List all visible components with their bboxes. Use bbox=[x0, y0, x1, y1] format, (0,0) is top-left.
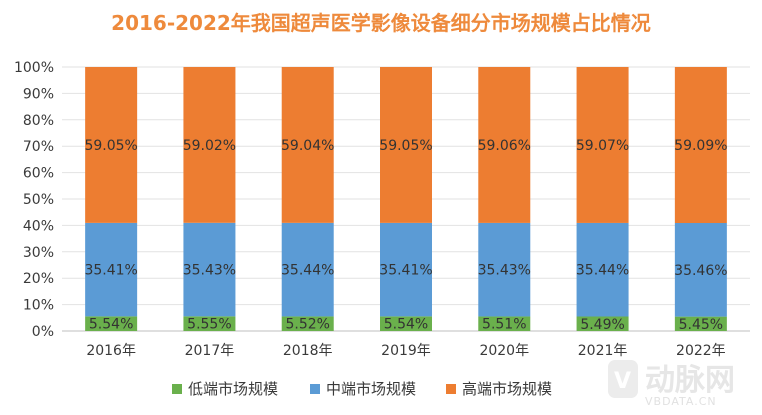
data-label: 5.51% bbox=[482, 317, 526, 333]
legend-label: 低端市场规模 bbox=[188, 380, 278, 398]
y-tick-label: 40% bbox=[23, 218, 54, 234]
y-tick-label: 30% bbox=[23, 245, 54, 261]
y-tick-label: 20% bbox=[23, 271, 54, 287]
y-axis: 0% 10% 20% 30% 40% 50% 60% 70% 80% 90% 100% bbox=[14, 60, 54, 340]
bar-segment bbox=[183, 67, 236, 223]
legend-label: 高端市场规模 bbox=[462, 380, 552, 398]
y-tick-label: 60% bbox=[23, 166, 54, 182]
data-label: 59.04% bbox=[281, 138, 334, 154]
bar-segment bbox=[576, 67, 629, 223]
data-label: 5.45% bbox=[679, 317, 723, 333]
data-label: 35.43% bbox=[478, 263, 531, 279]
bar-segment bbox=[674, 316, 727, 331]
bar-segment bbox=[281, 222, 334, 317]
data-label: 59.05% bbox=[84, 138, 137, 154]
y-tick-label: 70% bbox=[23, 139, 54, 155]
bar-segment bbox=[85, 67, 138, 223]
y-tick-label: 10% bbox=[23, 298, 54, 314]
watermark-logo-glyph: V bbox=[614, 369, 631, 394]
legend-label: 中端市场规模 bbox=[326, 380, 416, 398]
data-label: 59.07% bbox=[576, 138, 629, 154]
x-tick-label: 2019年 bbox=[381, 343, 431, 359]
data-label: 35.41% bbox=[379, 263, 432, 279]
x-tick-label: 2021年 bbox=[578, 343, 628, 359]
x-tick-label: 2022年 bbox=[676, 343, 726, 359]
data-label: 5.54% bbox=[384, 317, 428, 333]
data-label: 5.55% bbox=[187, 317, 231, 333]
x-axis: 2016年 2017年 2018年 2019年 2020年 2021年 2022年 bbox=[86, 343, 725, 359]
legend: 低端市场规模 中端市场规模 高端市场规模 bbox=[172, 380, 552, 398]
data-label: 59.06% bbox=[478, 138, 531, 154]
data-label: 5.49% bbox=[580, 317, 624, 333]
bar-segment bbox=[478, 316, 531, 331]
bars: 5.54% 35.41% 59.05% 5.55% 35.43% 59.02% 5.52% 3… bbox=[84, 67, 728, 333]
bar-segment bbox=[478, 222, 531, 317]
bar-segment bbox=[380, 67, 432, 223]
legend-swatch bbox=[310, 384, 320, 394]
bar-segment bbox=[85, 316, 138, 331]
bar-segment bbox=[85, 222, 138, 317]
bar-segment bbox=[674, 222, 727, 317]
bar-segment bbox=[576, 316, 629, 331]
y-tick-label: 100% bbox=[14, 60, 54, 76]
x-tick-label: 2020年 bbox=[479, 343, 529, 359]
bar-segment bbox=[674, 67, 727, 223]
data-label: 59.05% bbox=[379, 138, 432, 154]
x-tick-label: 2017年 bbox=[185, 343, 235, 359]
y-tick-label: 90% bbox=[23, 86, 54, 102]
y-tick-label: 80% bbox=[23, 113, 54, 129]
watermark-subtext: VBDATA.CN bbox=[645, 395, 717, 408]
bar-segment bbox=[281, 316, 334, 331]
watermark-logo: V 动脉网 VBDATA.CN bbox=[608, 360, 735, 408]
data-label: 5.52% bbox=[285, 317, 329, 333]
chart-title: 2016-2022年我国超声医学影像设备细分市场规模占比情况 bbox=[111, 11, 651, 35]
legend-swatch bbox=[172, 384, 182, 394]
watermark-logo-icon bbox=[608, 360, 638, 398]
watermark-text: 动脉网 bbox=[645, 363, 735, 398]
bar-segment bbox=[380, 316, 432, 331]
bar-segment bbox=[183, 222, 236, 317]
x-tick-label: 2016年 bbox=[86, 343, 136, 359]
bar-segment bbox=[183, 316, 236, 331]
bar-segment bbox=[281, 67, 334, 223]
data-label: 35.43% bbox=[183, 263, 236, 279]
data-label: 35.44% bbox=[281, 263, 334, 279]
bar-segment bbox=[478, 67, 531, 223]
data-label: 59.02% bbox=[183, 138, 236, 154]
data-label: 35.44% bbox=[576, 263, 629, 279]
bar-segment bbox=[380, 222, 432, 317]
data-label: 35.46% bbox=[674, 263, 727, 279]
y-tick-label: 50% bbox=[23, 192, 54, 208]
y-tick-label: 0% bbox=[32, 324, 54, 340]
data-label: 5.54% bbox=[89, 317, 133, 333]
data-label: 59.09% bbox=[674, 138, 727, 154]
legend-swatch bbox=[446, 384, 456, 394]
bar-segment bbox=[576, 222, 629, 317]
data-label: 35.41% bbox=[84, 263, 137, 279]
x-tick-label: 2018年 bbox=[283, 343, 333, 359]
